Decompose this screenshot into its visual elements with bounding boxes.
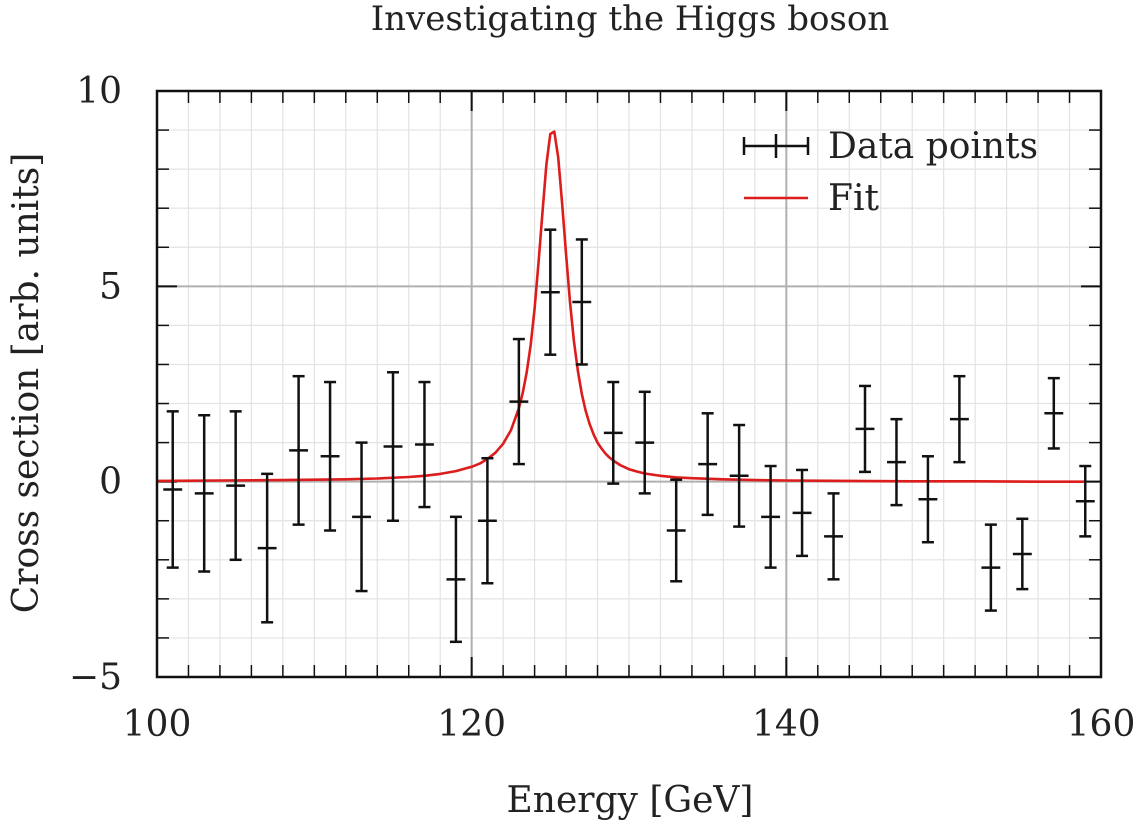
fit-line [156, 130, 1086, 484]
data-point [415, 380, 434, 509]
data-point [446, 515, 466, 644]
data-point [257, 472, 277, 624]
data-point [383, 371, 403, 522]
data-point [698, 412, 718, 517]
data-point [855, 384, 875, 474]
data-point [887, 417, 906, 507]
fit-series [156, 130, 1086, 484]
x-axis-label: Energy [GeV] [507, 780, 754, 821]
data-point [635, 390, 655, 495]
x-tick-label: 160 [1067, 704, 1133, 745]
data-point [603, 380, 623, 485]
x-tick-label: 120 [437, 704, 506, 745]
x-tick-labels: 100 120 140 160 [123, 704, 1133, 745]
data-point [540, 228, 560, 356]
axis-ticks [156, 90, 1102, 678]
data-point [981, 523, 1001, 612]
data-point [352, 441, 371, 593]
data-point [1044, 376, 1064, 450]
data-point [289, 374, 309, 526]
data-point [320, 380, 340, 532]
y-tick-label: 5 [99, 266, 122, 307]
data-point [226, 410, 246, 562]
data-points-series [163, 228, 1095, 644]
data-point [1075, 464, 1095, 538]
legend-label-fit: Fit [828, 178, 879, 219]
y-tick-label: −5 [69, 657, 122, 698]
data-point [824, 492, 843, 581]
chart-title: Investigating the Higgs boson [371, 0, 890, 39]
x-tick-label: 140 [752, 704, 821, 745]
x-tick-label: 100 [123, 704, 192, 745]
legend-label-data-points: Data points [828, 126, 1038, 167]
data-point [949, 374, 969, 464]
data-point [666, 478, 686, 583]
data-point [163, 410, 183, 569]
data-point [729, 423, 749, 528]
data-point [1012, 517, 1032, 591]
y-tick-label: 0 [99, 462, 122, 503]
data-point [792, 468, 812, 558]
minor-grid [157, 91, 1101, 677]
y-axis-label: Cross section [arb. units] [6, 153, 47, 614]
data-point [194, 414, 214, 573]
y-tick-labels: −5 0 5 10 [69, 71, 122, 698]
data-point [572, 238, 592, 366]
data-point [477, 456, 497, 585]
legend: Data points Fit [742, 126, 1038, 219]
data-point [761, 464, 781, 569]
y-tick-label: 10 [76, 71, 122, 112]
data-point [918, 455, 938, 544]
data-point [509, 337, 529, 466]
plot-frame [155, 89, 1103, 679]
